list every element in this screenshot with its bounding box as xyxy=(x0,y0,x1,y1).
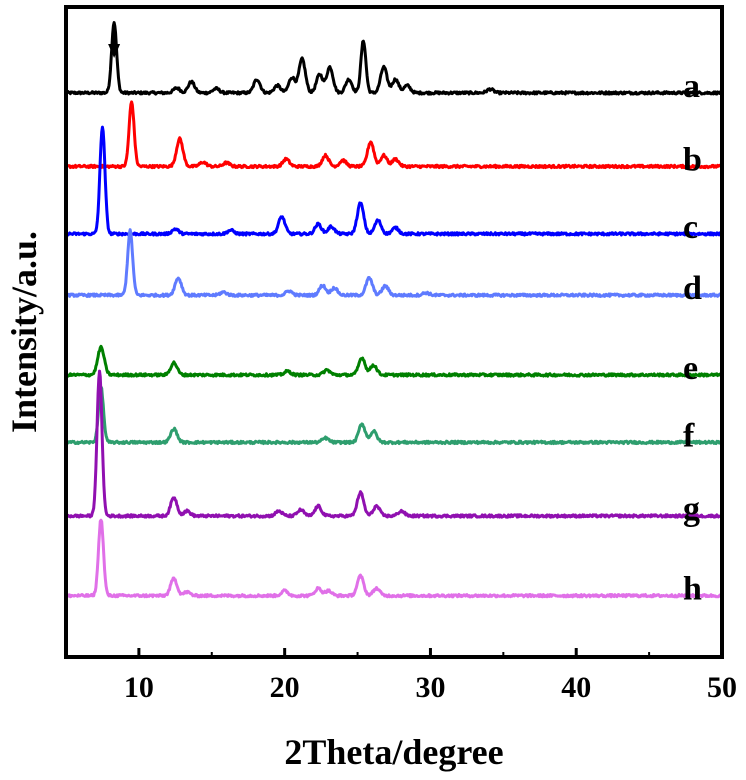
x-tick-label: 10 xyxy=(124,671,154,704)
y-axis-title: Intensity/a.u. xyxy=(4,231,44,433)
series-label-h: h xyxy=(683,571,702,608)
series-label-f: f xyxy=(683,417,695,454)
x-tick-label: 30 xyxy=(415,671,445,704)
series-layer xyxy=(64,21,724,599)
series-line-e xyxy=(65,344,724,378)
plot-frame xyxy=(64,5,724,659)
peak-arrow xyxy=(108,24,121,58)
x-tick-label: 40 xyxy=(561,671,591,704)
x-tick-label: 20 xyxy=(270,671,300,704)
series-line-b xyxy=(64,100,724,170)
series-label-b: b xyxy=(683,141,702,178)
series-line-g xyxy=(64,369,724,519)
series-line-d xyxy=(65,228,723,298)
arrow-head xyxy=(108,44,121,58)
series-label-a: a xyxy=(683,68,700,105)
series-label-c: c xyxy=(683,209,698,246)
x-tick-label: 50 xyxy=(707,671,737,704)
series-line-a xyxy=(64,21,723,96)
series-label-d: d xyxy=(683,270,702,307)
series-line-f xyxy=(65,385,724,446)
series-line-h xyxy=(65,518,723,599)
series-line-c xyxy=(65,125,723,237)
series-label-g: g xyxy=(683,491,700,528)
x-axis-title: 2Theta/degree xyxy=(284,732,503,772)
series-label-e: e xyxy=(683,350,698,387)
